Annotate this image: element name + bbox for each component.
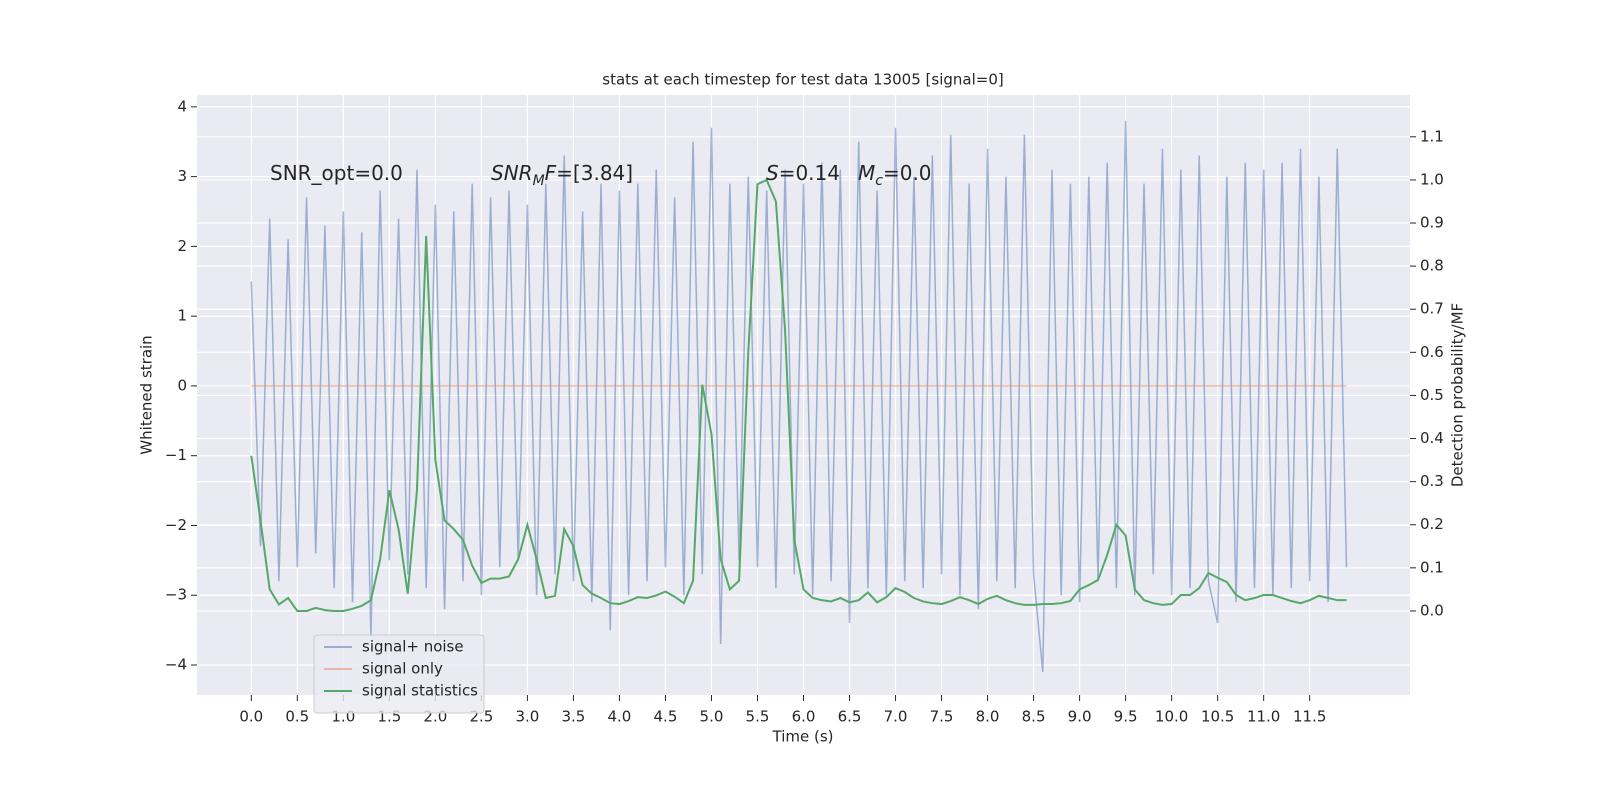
x-tick-label: 0.5 <box>285 708 309 726</box>
x-tick-label: 6.0 <box>792 708 816 726</box>
y2-axis-label: Detection probability/MF <box>1449 303 1467 487</box>
y2-tick-label: 0.6 <box>1420 343 1444 361</box>
y-tick-label: −1 <box>165 446 187 464</box>
x-tick-label: 5.5 <box>746 708 770 726</box>
annotation-part: F <box>545 161 557 185</box>
x-tick-label: 7.5 <box>930 708 954 726</box>
y-tick-label: −2 <box>165 516 187 534</box>
annotation-part: M <box>533 173 545 189</box>
y2-tick-label: 0.3 <box>1420 472 1444 490</box>
x-tick-label: 6.5 <box>838 708 862 726</box>
x-tick-label: 11.0 <box>1247 708 1280 726</box>
annotation-part: c <box>875 173 883 189</box>
legend-box <box>313 634 485 714</box>
annotation-part: S <box>766 161 779 185</box>
y-tick-label: 3 <box>177 167 187 185</box>
x-tick-label: 8.0 <box>976 708 1000 726</box>
x-axis-label: Time (s) <box>772 728 834 746</box>
x-tick-label: 9.5 <box>1114 708 1138 726</box>
y2-tick-label: 0.9 <box>1420 214 1444 232</box>
annotation-part: SNR <box>491 161 533 185</box>
chart-title: stats at each timestep for test data 130… <box>602 71 1003 89</box>
y2-tick-label: 0.4 <box>1420 429 1444 447</box>
x-tick-label: 11.5 <box>1293 708 1326 726</box>
legend-label: signal+ noise <box>362 638 464 656</box>
annotation-part: M <box>858 161 875 185</box>
x-tick-label: 10.5 <box>1201 708 1234 726</box>
x-tick-label: 7.0 <box>884 708 908 726</box>
x-tick-label: 10.0 <box>1155 708 1188 726</box>
x-tick-label: 3.0 <box>515 708 539 726</box>
legend-label: signal only <box>362 660 443 678</box>
y2-tick-label: 0.0 <box>1420 601 1444 619</box>
y-tick-label: −4 <box>165 656 187 674</box>
y2-tick-label: 0.7 <box>1420 300 1444 318</box>
annotation: SNR_opt=0.0 <box>270 161 403 185</box>
y-tick-label: −3 <box>165 586 187 604</box>
y2-tick-label: 1.1 <box>1420 127 1444 145</box>
y-tick-label: 1 <box>177 307 187 325</box>
series-line <box>250 120 1348 673</box>
annotation-part: =0.0 <box>883 161 932 185</box>
x-tick-label: 8.5 <box>1022 708 1046 726</box>
x-tick-label: 0.0 <box>239 708 263 726</box>
annotation: SNRMF=[3.84] <box>491 161 633 189</box>
y2-tick-label: 0.5 <box>1420 386 1444 404</box>
y-tick-label: 0 <box>177 376 187 394</box>
annotation-part: =[3.84] <box>556 161 633 185</box>
y-axis-label: Whitened strain <box>138 335 156 454</box>
legend-label: signal statistics <box>362 682 478 700</box>
y2-tick-label: 0.8 <box>1420 257 1444 275</box>
y2-tick-label: 0.2 <box>1420 515 1444 533</box>
x-tick-label: 4.5 <box>654 708 678 726</box>
y-tick-label: 4 <box>177 97 187 115</box>
x-tick-label: 3.5 <box>561 708 585 726</box>
annotation-part: =0.14 <box>779 161 840 185</box>
y2-tick-label: 1.0 <box>1420 170 1444 188</box>
x-tick-label: 4.0 <box>608 708 632 726</box>
annotation: S=0.14 <box>766 161 840 185</box>
x-tick-label: 5.0 <box>700 708 724 726</box>
y-tick-label: 2 <box>177 237 187 255</box>
series-line <box>250 178 1347 612</box>
annotation: Mc=0.0 <box>858 161 932 189</box>
annotation-part: SNR_opt=0.0 <box>270 161 403 185</box>
y2-tick-label: 0.1 <box>1420 558 1444 576</box>
x-tick-label: 9.0 <box>1068 708 1092 726</box>
